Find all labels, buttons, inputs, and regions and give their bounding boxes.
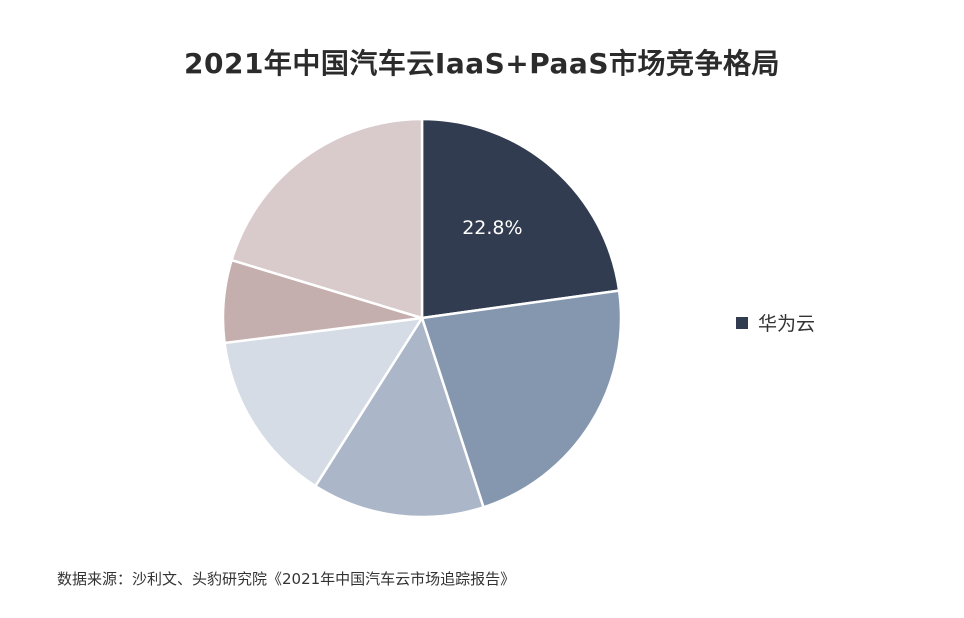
pie-slice-6: [230, 117, 424, 320]
chart-title: 2021年中国汽车云IaaS+PaaS市场竞争格局: [184, 47, 780, 80]
source-note: 数据来源：沙利文、头豹研究院《2021年中国汽车云市场追踪报告》: [57, 570, 516, 588]
pie-slice-4: [223, 316, 424, 488]
pie-slice-label-1: 22.8%: [462, 217, 522, 239]
pie-slice-1: [420, 117, 621, 320]
pie-slice-3: [314, 316, 485, 519]
pie-slice-2: [420, 289, 623, 509]
legend: 华为云: [736, 309, 815, 336]
legend-swatch-huawei-cloud: [736, 316, 748, 329]
legend-label-huawei-cloud: 华为云: [758, 313, 816, 335]
